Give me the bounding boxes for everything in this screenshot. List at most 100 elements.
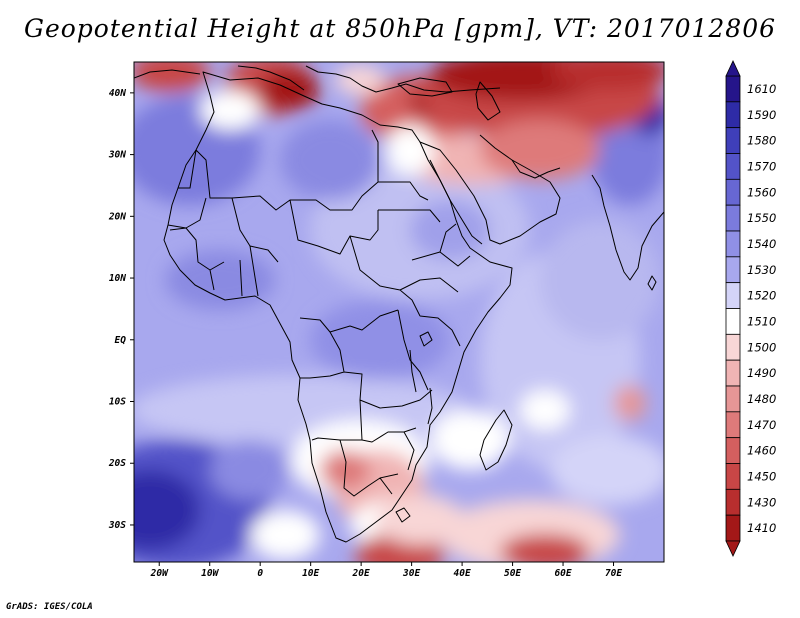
lat-tick-label: 10N	[109, 273, 126, 284]
colorbar-swatch	[725, 101, 741, 129]
colorbar-swatch	[725, 204, 741, 232]
colorbar-label: 1570	[747, 159, 776, 173]
latitude-axis: 40N 30N 20N 10N EQ 10S 20S 30S	[108, 88, 134, 531]
field-blob	[280, 120, 380, 200]
arabia-coastline	[419, 134, 561, 245]
persian-gulf	[511, 159, 561, 179]
colorbar-label: 1500	[747, 340, 776, 354]
field-blob	[410, 200, 490, 260]
lon-tick-label: 20E	[352, 568, 370, 579]
colorbar-swatch	[725, 230, 741, 258]
madagascar	[479, 409, 513, 471]
colorbar-label: 1540	[747, 237, 776, 251]
lake-tanganyika	[409, 349, 417, 393]
colorbar-label: 1520	[747, 289, 776, 303]
field-blob	[614, 385, 646, 421]
colorbar-label: 1590	[747, 108, 776, 122]
colorbar-swatch	[725, 463, 741, 490]
colorbar-label: 1460	[747, 444, 776, 458]
plot-title: Geopotential Height at 850hPa [gpm], VT:…	[23, 14, 777, 43]
country-borders	[167, 129, 471, 497]
lon-tick-label: 50E	[504, 568, 521, 579]
red-sea	[429, 159, 483, 245]
colorbar-swatch	[725, 153, 741, 180]
field-blob	[520, 390, 570, 430]
colorbar-label: 1490	[747, 366, 776, 380]
colorbar-swatch	[725, 178, 741, 206]
field-blob	[500, 534, 590, 562]
lat-tick-label: 30S	[108, 520, 126, 531]
field-blob	[250, 510, 320, 560]
sri-lanka	[647, 275, 657, 291]
lat-tick-label: 20S	[108, 458, 126, 469]
lake-malawi	[427, 387, 433, 425]
black-sea	[397, 77, 453, 97]
field-blob	[134, 375, 470, 445]
colorbar-label: 1410	[747, 521, 776, 535]
lat-tick-label: 10S	[109, 397, 126, 408]
lon-tick-label: 60E	[554, 568, 571, 579]
field-blob	[165, 250, 275, 310]
colorbar-swatch	[725, 385, 741, 413]
colorbar-label: 1450	[747, 469, 776, 483]
lat-tick-label: 20N	[108, 211, 126, 222]
lon-tick-label: 20W	[150, 568, 169, 579]
europe-coastline	[134, 65, 501, 93]
lon-tick-label: 30E	[402, 568, 420, 579]
colorbar-swatch	[725, 127, 741, 154]
lat-tick-label: 30N	[108, 150, 126, 161]
field-blobs	[134, 62, 664, 562]
colorbar-label: 1580	[747, 134, 776, 148]
height-field	[134, 62, 664, 562]
colorbar-swatch	[725, 282, 741, 309]
lon-tick-label: 70E	[605, 568, 622, 579]
credit-text: GrADS: IGES/COLA	[6, 602, 93, 612]
africa-coastline	[163, 71, 513, 543]
plot-frame	[133, 61, 665, 563]
field-blob	[540, 220, 660, 340]
colorbar-swatch	[725, 411, 741, 439]
field-blob	[134, 62, 210, 92]
field-blob	[480, 120, 600, 180]
field-blob	[385, 125, 435, 175]
field-blob	[550, 62, 664, 90]
map-outlines	[134, 65, 664, 543]
colorbar-label: 1550	[747, 211, 776, 225]
colorbar-label: 1610	[747, 82, 776, 96]
field-blob	[335, 65, 385, 95]
field-blob	[200, 90, 260, 130]
field-blob	[550, 435, 664, 505]
colorbar-swatch	[725, 75, 741, 103]
colorbar-label: 1510	[747, 314, 776, 328]
colorbar-swatch	[725, 333, 741, 361]
colorbar-swatch	[725, 437, 741, 464]
colorbar-label: 1430	[747, 495, 776, 509]
lon-tick-label: 10W	[201, 568, 219, 579]
lat-tick-label: EQ	[115, 335, 127, 346]
longitude-axis: 20W 10W 0 10E 20E 30E 40E 50E 60E 70E	[150, 562, 622, 579]
field-blob	[134, 470, 200, 550]
india-coastline	[591, 174, 664, 281]
lesotho	[395, 507, 411, 523]
colorbar-label: 1560	[747, 185, 776, 199]
lat-tick-label: 40N	[109, 88, 126, 99]
colorbar-swatch	[725, 256, 741, 284]
field-blob	[430, 410, 510, 470]
lon-tick-label: 40E	[454, 568, 471, 579]
colorbar-label: 1480	[747, 392, 776, 406]
caspian-sea	[475, 81, 501, 121]
colorbar-label: 1470	[747, 418, 776, 432]
colorbar: 1610 1590 1580 1570 1560 1550 1540 1530 1520 1510…	[725, 60, 776, 557]
lake-victoria	[419, 331, 433, 347]
lon-tick-label: 10E	[302, 568, 319, 579]
colorbar-swatch	[725, 488, 741, 516]
field-blob	[310, 300, 450, 380]
colorbar-top-arrow	[725, 60, 741, 77]
colorbar-bottom-arrow	[725, 540, 741, 557]
field-blob	[210, 440, 290, 500]
lon-tick-label: 0	[257, 568, 263, 579]
colorbar-swatch	[725, 514, 741, 542]
colorbar-label: 1530	[747, 263, 776, 277]
colorbar-swatch	[725, 359, 741, 387]
